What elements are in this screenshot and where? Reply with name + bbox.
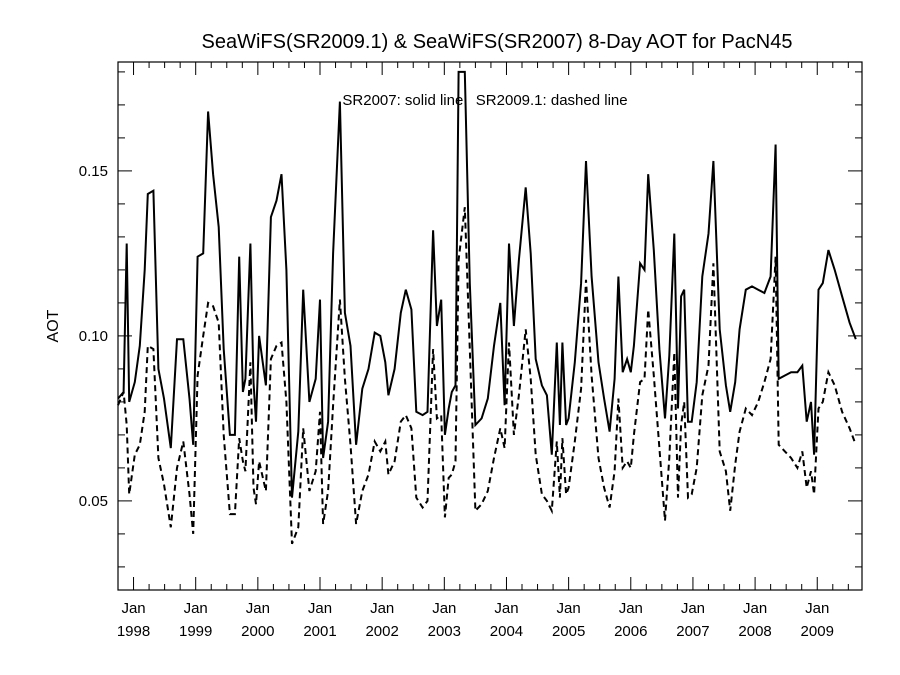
- plot-frame: [117, 61, 863, 591]
- y-axis-label: AOT: [45, 309, 62, 342]
- x-tick-label-month: Jan: [619, 600, 643, 617]
- x-tick-label-year: 2001: [303, 623, 336, 640]
- line-style-annotation: SR2007: solid line SR2009.1: dashed line: [342, 92, 627, 109]
- x-tick-label-month: Jan: [805, 600, 829, 617]
- y-tick-label: 0.10: [79, 328, 108, 345]
- x-tick-label-year: 1999: [179, 623, 212, 640]
- x-tick-label-year: 2007: [676, 623, 709, 640]
- y-tick-label: 0.05: [79, 493, 108, 510]
- x-tick-label-year: 2002: [365, 623, 398, 640]
- x-tick-label-month: Jan: [432, 600, 456, 617]
- x-tick-label-month: Jan: [494, 600, 518, 617]
- x-tick-label-year: 2005: [552, 623, 585, 640]
- x-tick-label-year: 2003: [428, 623, 461, 640]
- x-tick-label-year: 2004: [490, 623, 523, 640]
- x-tick-label-month: Jan: [308, 600, 332, 617]
- x-tick-label-year: 2009: [801, 623, 834, 640]
- x-tick-label-year: 2000: [241, 623, 274, 640]
- x-tick-label-month: Jan: [743, 600, 767, 617]
- x-tick-label-year: 2008: [738, 623, 771, 640]
- axis-ticks: Jan 1998 Jan 1999 Jan 2000 Jan 2001 Jan 2002 Jan 20…: [79, 62, 862, 640]
- x-tick-label-month: Jan: [557, 600, 581, 617]
- x-tick-label-year: 2006: [614, 623, 647, 640]
- x-tick-label-month: Jan: [184, 600, 208, 617]
- series-lines: [117, 70, 857, 545]
- y-tick-label: 0.15: [79, 163, 108, 180]
- x-tick-label-month: Jan: [681, 600, 705, 617]
- x-tick-label-month: Jan: [121, 600, 145, 617]
- series-line-sr2009-1: [117, 207, 857, 545]
- chart-title: SeaWiFS(SR2009.1) & SeaWiFS(SR2007) 8-Da…: [202, 31, 793, 53]
- x-tick-label-month: Jan: [370, 600, 394, 617]
- x-tick-label-month: Jan: [246, 600, 270, 617]
- series-line-sr2007: [117, 70, 857, 498]
- x-tick-label-year: 1998: [117, 623, 150, 640]
